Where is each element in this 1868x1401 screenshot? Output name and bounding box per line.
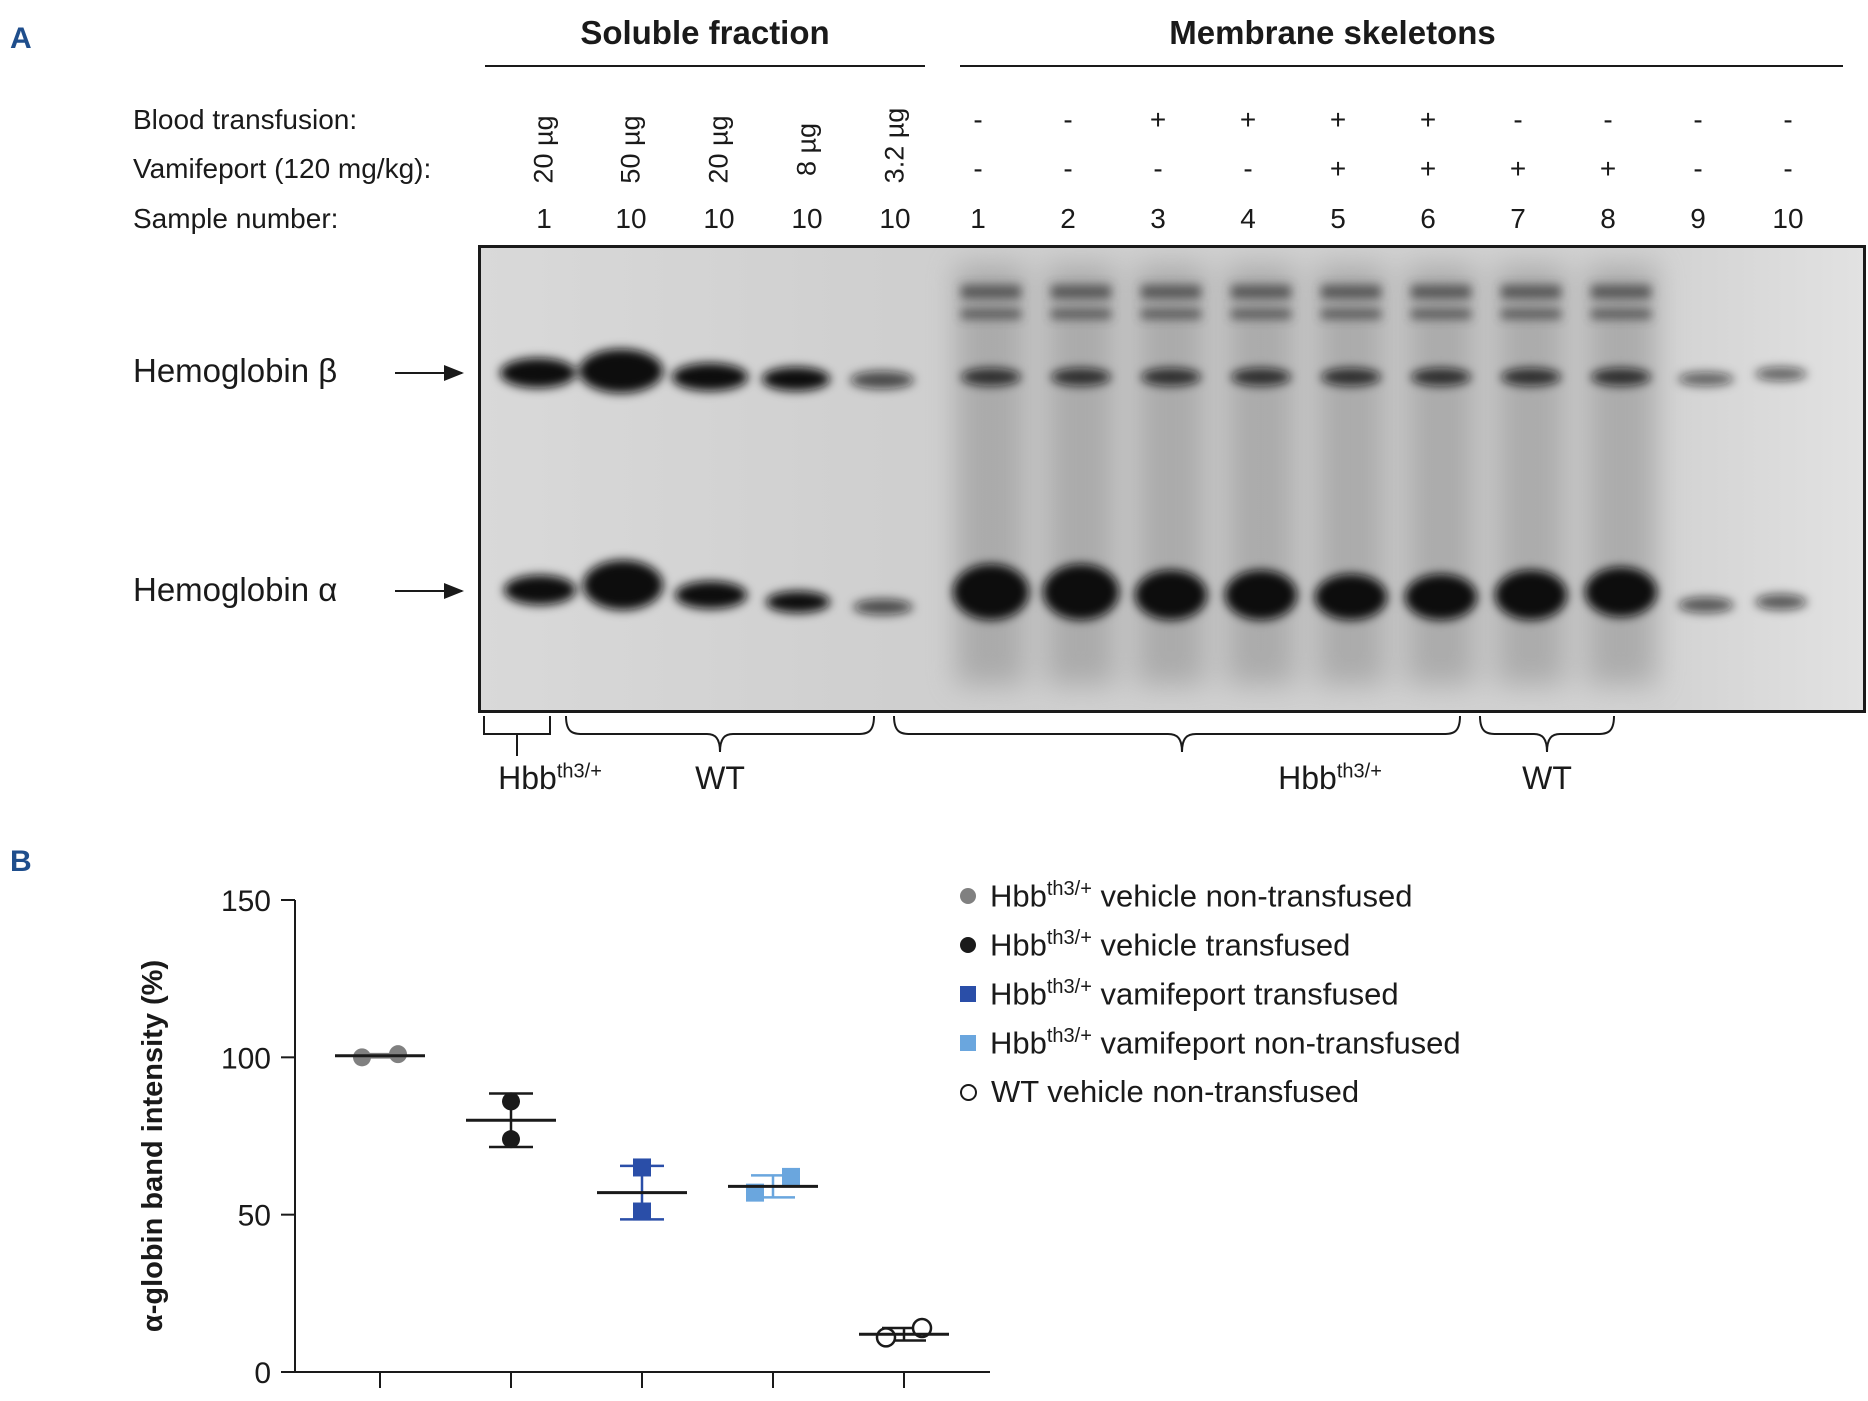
soluble-fraction-header: Soluble fraction	[580, 14, 830, 51]
legend-marker	[960, 1083, 977, 1101]
y-tick-label: 150	[221, 885, 271, 918]
transfusion-sign: -	[1603, 104, 1613, 135]
data-point	[782, 1167, 800, 1186]
group-braces	[483, 715, 1615, 756]
data-point	[633, 1202, 651, 1221]
vamifeport-sign: +	[1419, 153, 1437, 184]
membrane-header-line	[960, 65, 1843, 67]
legend-item: Hbbth3/+ vamifeport non-transfused	[960, 1025, 1461, 1061]
legend-marker	[960, 937, 976, 954]
brace-wt-membrane	[1479, 715, 1615, 753]
legend-label: Hbbth3/+ vehicle non-transfused	[990, 878, 1413, 914]
vamifeport-sign: +	[1329, 153, 1347, 184]
legend-label: Hbbth3/+ vamifeport transfused	[990, 976, 1399, 1012]
data-point	[353, 1048, 371, 1067]
hemoglobin-alpha-label: Hemoglobin α	[133, 571, 338, 608]
legend-item: WT vehicle non-transfused	[960, 1074, 1359, 1110]
legend-label: Hbbth3/+ vamifeport non-transfused	[990, 1025, 1461, 1061]
western-blot-gel	[478, 245, 1866, 713]
legend-item: Hbbth3/+ vehicle transfused	[960, 927, 1350, 963]
vamifeport-sign: -	[1243, 153, 1253, 184]
membrane-sample-number: 4	[1240, 203, 1256, 234]
legend-marker	[960, 888, 976, 905]
y-axis-label: α-globin band intensity (%)	[137, 960, 169, 1332]
soluble-sample-number: 10	[703, 203, 735, 234]
membrane-sample-number: 10	[1772, 203, 1804, 234]
legend-item: Hbbth3/+ vehicle non-transfused	[960, 878, 1412, 914]
y-tick-label: 0	[254, 1357, 271, 1390]
group-hbb-sup: th3/+	[1336, 760, 1382, 783]
brace-hbb-soluble	[483, 716, 551, 756]
legend-label: WT vehicle non-transfused	[991, 1074, 1360, 1109]
vamifeport-sign: -	[1063, 153, 1073, 184]
soluble-amount: 3.2 µg	[879, 107, 910, 184]
soluble-sample-number: 1	[536, 203, 552, 234]
legend-marker	[960, 986, 976, 1003]
group-hbb-base: Hbb	[498, 760, 557, 796]
vamifeport-label: Vamifeport (120 mg/kg):	[133, 153, 432, 184]
membrane-sample-number: 5	[1330, 203, 1346, 234]
vamifeport-sign: +	[1509, 153, 1527, 184]
group-hbb-membrane: Hbbth3/+	[1250, 760, 1410, 797]
membrane-sample-number: 6	[1420, 203, 1436, 234]
data-point	[875, 1327, 897, 1348]
data-point	[633, 1158, 651, 1177]
transfusion-sign: -	[1693, 104, 1703, 135]
vamifeport-sign: -	[973, 153, 983, 184]
brace-hbb-membrane	[893, 715, 1461, 753]
band-arrows	[395, 365, 464, 599]
alpha-globin-chart: 0 50 100 150 α-globin band intensity (%)	[137, 885, 990, 1390]
soluble-amount: 50 µg	[615, 115, 646, 184]
panel-a-label: A	[10, 22, 32, 55]
sample-number-label: Sample number:	[133, 203, 339, 234]
membrane-sample-number: 2	[1060, 203, 1076, 234]
soluble-sample-number: 10	[791, 203, 823, 234]
vamifeport-sign: -	[1783, 153, 1793, 184]
transfusion-sign: -	[1513, 104, 1523, 135]
soluble-header-line	[485, 65, 925, 67]
data-point	[746, 1183, 764, 1202]
data-point	[389, 1045, 407, 1064]
legend-item: Hbbth3/+ vamifeport transfused	[960, 976, 1399, 1012]
membrane-sample-number: 9	[1690, 203, 1706, 234]
data-point	[502, 1130, 520, 1149]
transfusion-sign: -	[973, 104, 983, 135]
panel-b-label: B	[10, 845, 32, 878]
membrane-sample-number: 7	[1510, 203, 1526, 234]
group-hbb-base: Hbb	[1278, 760, 1337, 796]
membrane-sample-number: 1	[970, 203, 986, 234]
vamifeport-sign: -	[1693, 153, 1703, 184]
transfusion-sign: +	[1329, 104, 1347, 135]
vamifeport-sign: +	[1599, 153, 1617, 184]
soluble-sample-number: 10	[879, 203, 911, 234]
transfusion-sign: +	[1239, 104, 1257, 135]
membrane-skeletons-header: Membrane skeletons	[1169, 14, 1496, 51]
soluble-amount: 20 µg	[528, 115, 559, 184]
soluble-amount: 20 µg	[703, 115, 734, 184]
membrane-sample-number: 8	[1600, 203, 1616, 234]
membrane-sample-number: 3	[1150, 203, 1166, 234]
transfusion-sign: +	[1419, 104, 1437, 135]
blood-transfusion-label: Blood transfusion:	[133, 104, 358, 135]
soluble-sample-number: 10	[615, 203, 647, 234]
group-hbb-soluble: Hbbth3/+	[470, 760, 630, 797]
data-point	[911, 1317, 933, 1339]
brace-wt-soluble	[565, 715, 875, 753]
transfusion-sign: -	[1783, 104, 1793, 135]
legend-marker	[960, 1035, 976, 1052]
group-wt-membrane: WT	[1522, 760, 1572, 796]
y-tick-label: 100	[221, 1042, 271, 1075]
transfusion-sign: -	[1063, 104, 1073, 135]
data-point	[502, 1092, 520, 1111]
soluble-amount: 8 µg	[791, 122, 822, 177]
hemoglobin-beta-label: Hemoglobin β	[133, 352, 338, 389]
vamifeport-sign: -	[1153, 153, 1163, 184]
legend-label: Hbbth3/+ vehicle transfused	[990, 927, 1351, 963]
group-wt-soluble: WT	[695, 760, 745, 796]
group-hbb-sup: th3/+	[556, 760, 602, 783]
y-tick-label: 50	[238, 1200, 271, 1233]
transfusion-sign: +	[1149, 104, 1167, 135]
